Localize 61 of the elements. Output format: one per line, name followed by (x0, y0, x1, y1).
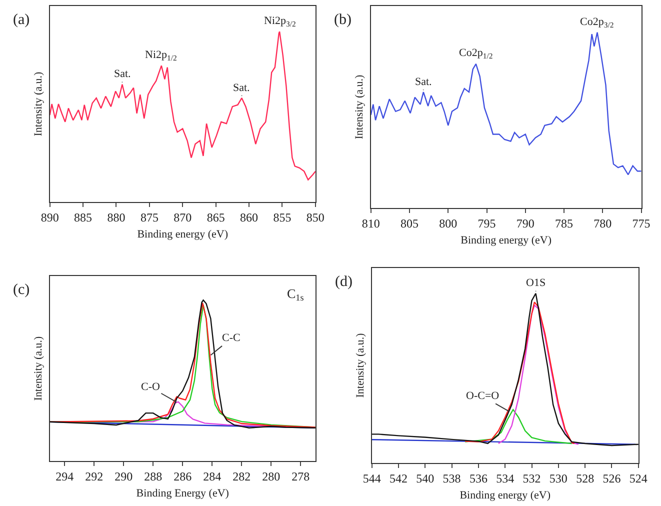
y-axis-title: Intensity (a.u.) (354, 74, 366, 140)
x-tick-label: 286 (174, 469, 192, 484)
x-tick-label: 524 (629, 471, 648, 486)
y-axis-title: Intensity (a.u.) (32, 71, 45, 136)
x-tick-label: 528 (576, 471, 594, 486)
annotation: C-C (222, 332, 240, 344)
x-tick-label: 880 (107, 210, 126, 224)
x-tick-label: 292 (85, 469, 104, 484)
x-axis-title: Binding energy (eV) (460, 490, 551, 502)
x-tick-label: 294 (56, 469, 74, 484)
x-tick-label: 850 (306, 210, 324, 224)
x-axis-title: Binding energy (eV) (137, 228, 228, 241)
x-tick-label: 526 (602, 471, 621, 486)
annotation: Co2p$_{1/2}$ (459, 47, 493, 60)
x-tick-label: 870 (174, 210, 192, 224)
annotation: Ni2p$_{3/2}$ (264, 15, 296, 28)
x-tick-label: 544 (362, 471, 381, 486)
x-tick-label: 885 (74, 210, 92, 224)
x-tick-label: 795 (478, 216, 496, 230)
x-tick-label: 534 (496, 471, 514, 486)
annotation: Co2p$_{3/2}$ (580, 16, 614, 30)
x-tick-label: 280 (262, 469, 280, 484)
annotation: O1S (526, 277, 546, 289)
annotation: Sat. (415, 76, 432, 88)
x-tick-label: 890 (40, 210, 59, 224)
x-tick-label: 282 (232, 469, 251, 484)
x-tick-label: 860 (240, 210, 258, 224)
x-tick-label: 810 (362, 216, 380, 230)
annotation: C$_{1s}$ (287, 286, 304, 303)
x-tick-label: 790 (516, 216, 534, 230)
y-axis-title: Intensity (a.u.) (32, 336, 45, 401)
chart-title: (b) (334, 12, 352, 28)
x-tick-label: 875 (140, 210, 158, 224)
annotation: O-C=O (466, 390, 500, 402)
x-tick-label: 288 (144, 469, 162, 484)
y-axis-title: Intensity (a.u.) (354, 332, 366, 398)
chart-title: (c) (13, 282, 30, 298)
x-tick-label: 542 (389, 471, 408, 486)
x-axis-title: Binding Energy (eV) (136, 488, 230, 500)
x-tick-label: 855 (273, 210, 292, 224)
x-tick-label: 780 (594, 216, 612, 230)
annotation: C-O (141, 381, 160, 393)
x-tick-label: 536 (469, 471, 488, 486)
annotation: Sat. (233, 82, 250, 94)
x-tick-label: 800 (439, 216, 458, 230)
x-tick-label: 284 (203, 469, 222, 484)
x-tick-label: 538 (442, 471, 461, 486)
x-tick-label: 865 (206, 210, 225, 224)
x-tick-label: 290 (114, 469, 133, 484)
x-tick-label: 278 (292, 469, 310, 484)
chart-title: (d) (335, 274, 352, 290)
x-axis-title: Binding energy (eV) (460, 234, 552, 247)
x-tick-label: 540 (416, 471, 434, 486)
x-tick-label: 805 (400, 216, 418, 230)
annotation: Ni2p$_{1/2}$ (145, 49, 177, 62)
annotation: Sat. (114, 68, 132, 80)
chart-title: (a) (13, 12, 30, 28)
x-tick-label: 775 (632, 216, 650, 230)
x-tick-label: 530 (549, 471, 568, 486)
x-tick-label: 532 (522, 471, 541, 486)
x-tick-label: 785 (555, 216, 574, 230)
